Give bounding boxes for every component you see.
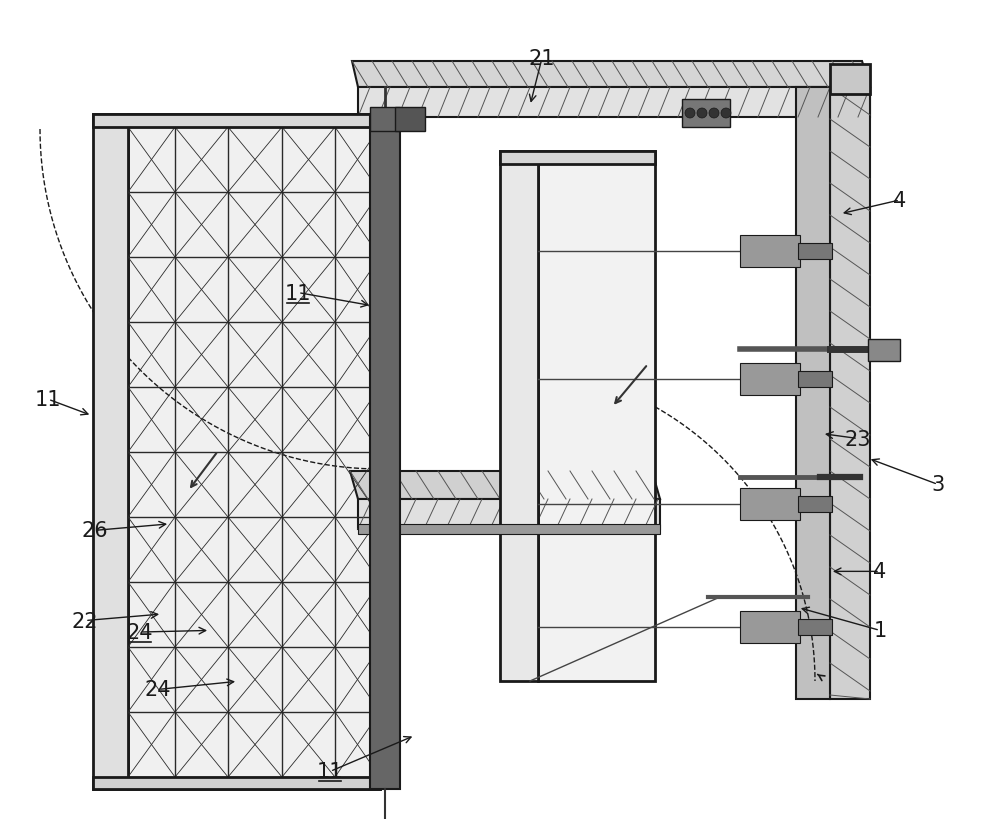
Polygon shape — [682, 100, 730, 128]
Text: 11: 11 — [35, 390, 61, 410]
Text: 4: 4 — [873, 562, 887, 581]
Polygon shape — [128, 115, 380, 789]
Text: 23: 23 — [845, 429, 871, 449]
Polygon shape — [798, 372, 832, 387]
Polygon shape — [868, 340, 900, 361]
Text: 21: 21 — [529, 49, 555, 69]
Text: 4: 4 — [893, 191, 907, 210]
Circle shape — [721, 109, 731, 119]
Text: 24: 24 — [145, 680, 171, 699]
Circle shape — [709, 109, 719, 119]
Polygon shape — [370, 108, 400, 132]
Text: 11: 11 — [317, 762, 343, 781]
Polygon shape — [740, 611, 800, 643]
Text: 24: 24 — [127, 622, 153, 642]
Polygon shape — [740, 236, 800, 268]
Polygon shape — [358, 500, 660, 529]
Polygon shape — [500, 152, 538, 681]
Circle shape — [697, 109, 707, 119]
Polygon shape — [93, 115, 380, 128]
Polygon shape — [500, 152, 655, 165]
Polygon shape — [93, 115, 128, 789]
Polygon shape — [358, 524, 660, 534]
Text: 1: 1 — [873, 621, 887, 640]
Polygon shape — [798, 244, 832, 260]
Polygon shape — [830, 88, 870, 699]
Polygon shape — [358, 88, 870, 118]
Circle shape — [685, 109, 695, 119]
Polygon shape — [538, 152, 655, 681]
Polygon shape — [830, 65, 870, 95]
Text: 3: 3 — [931, 475, 945, 495]
Polygon shape — [352, 62, 870, 88]
Polygon shape — [93, 777, 380, 789]
Polygon shape — [798, 619, 832, 636]
Polygon shape — [395, 108, 425, 132]
Polygon shape — [740, 364, 800, 396]
Text: 26: 26 — [82, 521, 108, 541]
Polygon shape — [740, 488, 800, 520]
Polygon shape — [796, 88, 830, 699]
Polygon shape — [350, 472, 660, 500]
Text: 22: 22 — [72, 611, 98, 631]
Text: 11: 11 — [285, 283, 311, 303]
Polygon shape — [370, 115, 400, 789]
Polygon shape — [798, 496, 832, 513]
